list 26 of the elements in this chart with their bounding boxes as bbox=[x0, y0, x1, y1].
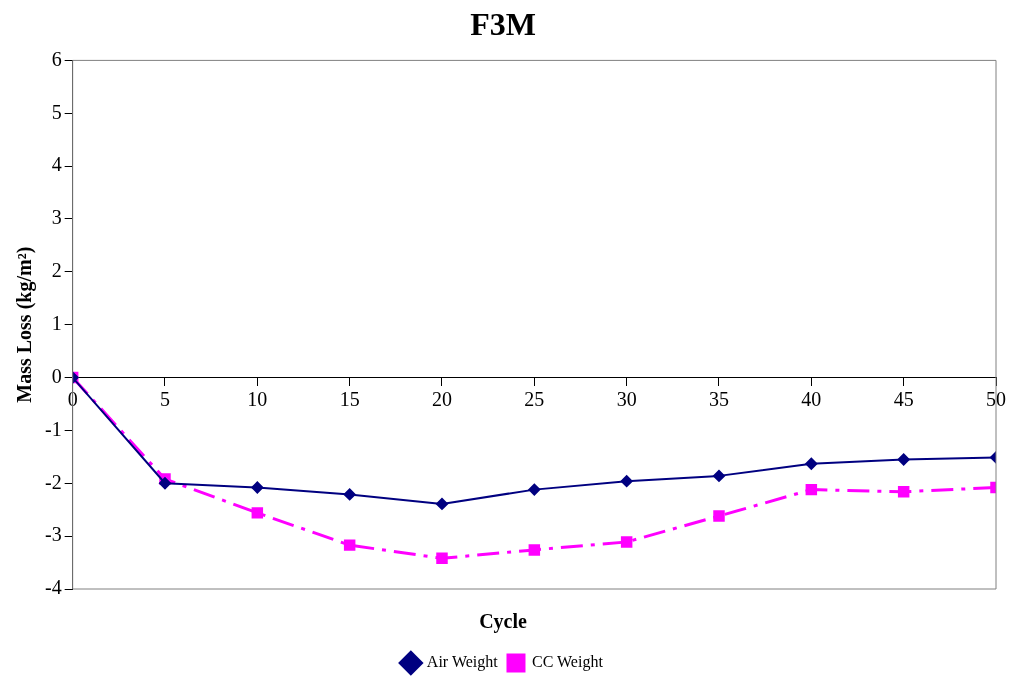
y-tick-label: -3 bbox=[44, 523, 62, 546]
legend-label: CC Weight bbox=[531, 653, 604, 672]
y-tick-label: 0 bbox=[51, 364, 62, 387]
y-tick-label: -1 bbox=[44, 417, 62, 440]
x-tick-label: 30 bbox=[616, 387, 637, 410]
chart-title: F3M bbox=[470, 6, 536, 43]
y-tick-label: -2 bbox=[44, 470, 62, 493]
y-tick-label: 1 bbox=[51, 311, 62, 334]
x-tick-label: 10 bbox=[247, 387, 268, 410]
y-tick-label: -4 bbox=[44, 576, 62, 599]
y-tick-label: 6 bbox=[51, 47, 62, 70]
y-tick-label: 3 bbox=[51, 206, 62, 229]
y-tick-label: 5 bbox=[51, 100, 62, 123]
x-tick-label: 20 bbox=[432, 387, 452, 410]
x-tick-label: 35 bbox=[709, 387, 729, 410]
x-tick-label: 40 bbox=[801, 387, 822, 410]
x-tick-label: 25 bbox=[524, 387, 545, 410]
legend-label: Air Weight bbox=[426, 653, 499, 672]
x-tick-label: 5 bbox=[159, 387, 170, 410]
y-tick-label: 4 bbox=[51, 153, 62, 176]
x-tick-label: 50 bbox=[986, 387, 1006, 410]
x-tick-label: 45 bbox=[893, 387, 914, 410]
y-tick-label: 2 bbox=[51, 259, 62, 282]
y-axis-title: Mass Loss (kg/m²) bbox=[13, 246, 37, 403]
x-tick-label: 15 bbox=[339, 387, 360, 410]
x-axis-title: Cycle bbox=[479, 610, 527, 634]
